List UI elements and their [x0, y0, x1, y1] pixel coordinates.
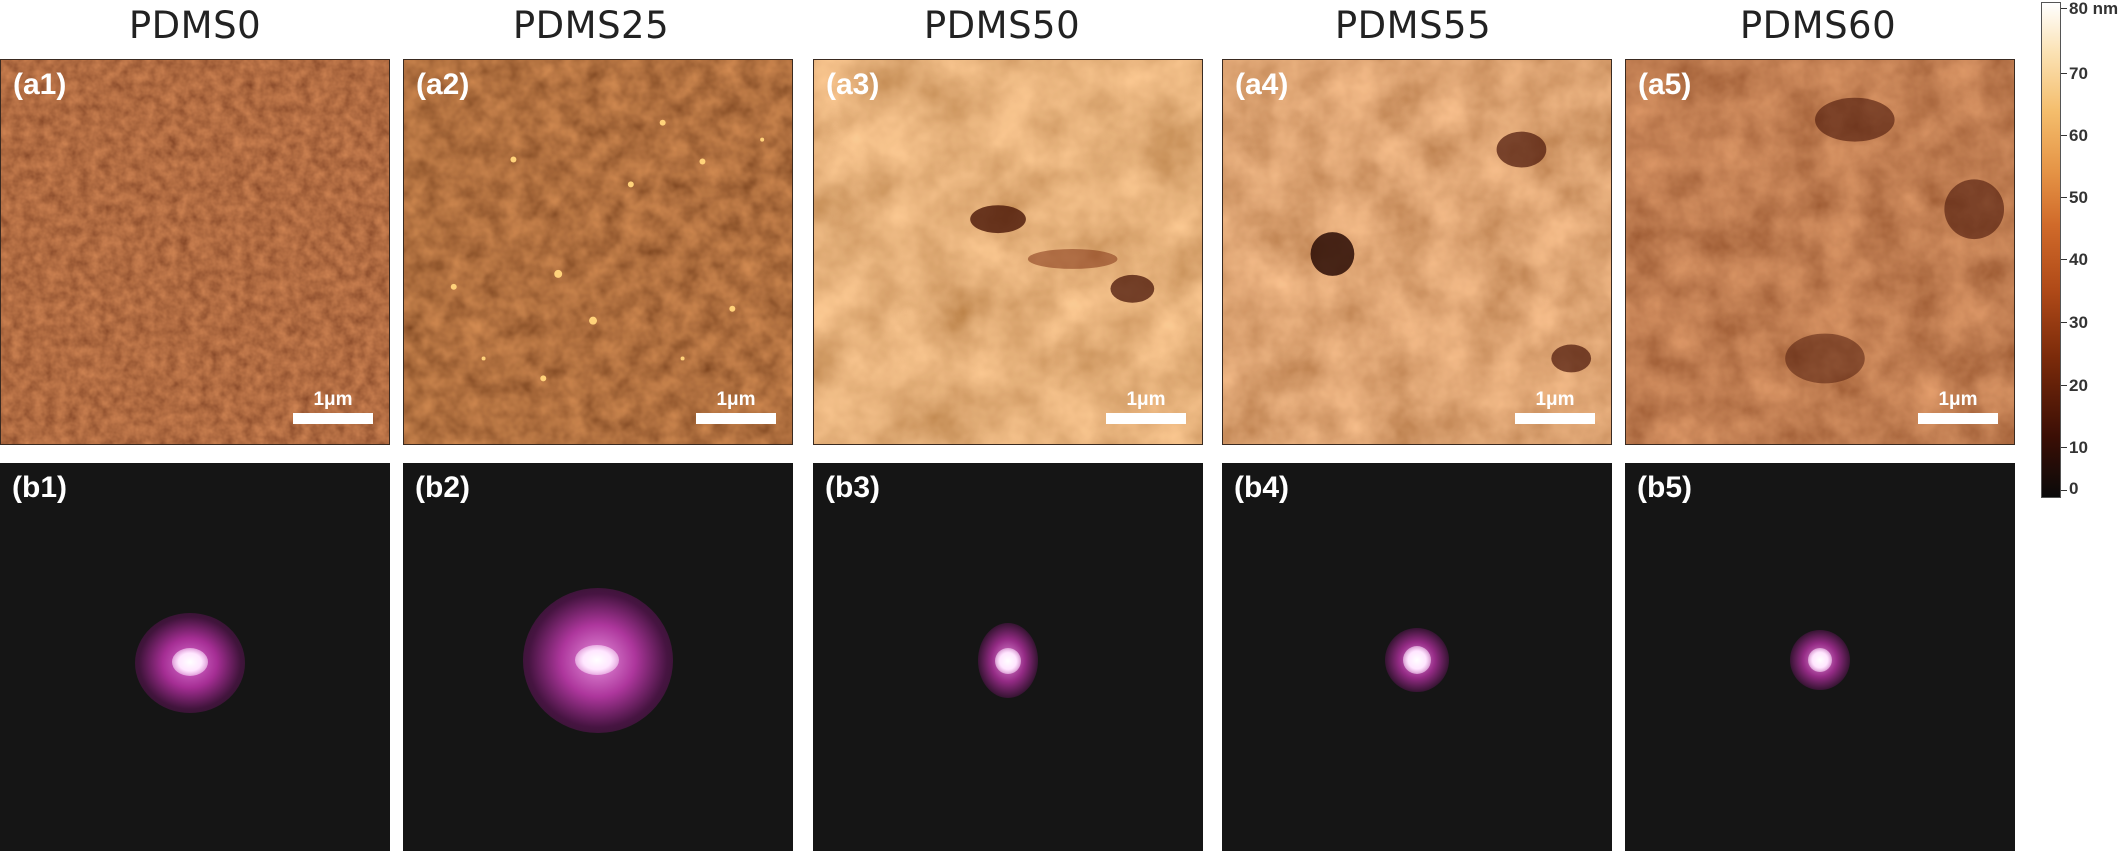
colorbar-tickmark: [2061, 259, 2067, 260]
colorbar-tick-label: 0: [2069, 479, 2079, 498]
scale-bar-line: [1918, 413, 1998, 424]
colorbar-tick-label: 40: [2069, 250, 2088, 269]
scale-bar-label: 1μm: [313, 389, 353, 410]
afm-image-a5: (a5) 1μm: [1625, 59, 2015, 445]
scale-bar: 1μm: [1515, 389, 1595, 424]
panel-label: (a4): [1235, 68, 1289, 101]
panel-label: (a1): [13, 68, 67, 101]
panel-label: (a2): [416, 68, 470, 101]
panel-label: (b4): [1234, 471, 1289, 504]
fft-spectrum-core: [575, 645, 619, 675]
scale-bar: 1μm: [696, 389, 776, 424]
colorbar-tick-label: 10: [2069, 438, 2088, 457]
colorbar-tickmark: [2061, 447, 2067, 448]
scale-bar-label: 1μm: [1535, 389, 1575, 410]
afm-texture: [1, 60, 389, 444]
scale-bar-line: [696, 413, 776, 424]
afm-texture: [404, 60, 792, 444]
bright-particles: [450, 119, 765, 382]
scale-bar: 1μm: [1106, 389, 1186, 424]
scale-bar-label: 1μm: [1126, 389, 1166, 410]
panel-label: (b5): [1637, 471, 1692, 504]
fft-image-b5: (b5): [1625, 463, 2015, 851]
afm-image-a2: (a2) 1μm: [403, 59, 793, 445]
column-title-pdms50: PDMS50: [923, 4, 1081, 47]
colorbar-tickmark: [2061, 490, 2067, 491]
colorbar-tick-label: 30: [2069, 313, 2088, 332]
column-title-pdms0: PDMS0: [128, 4, 262, 47]
scale-bar-line: [1515, 413, 1595, 424]
colorbar-tick-label: 50: [2069, 188, 2088, 207]
afm-texture: [1626, 60, 2014, 444]
fft-spectrum-core: [995, 648, 1021, 674]
column-title-pdms60: PDMS60: [1739, 4, 1897, 47]
scale-bar-label: 1μm: [716, 389, 756, 410]
scale-bar-line: [1106, 413, 1186, 424]
afm-image-a3: (a3) 1μm: [813, 59, 1203, 445]
colorbar-tick-label: 60: [2069, 126, 2088, 145]
afm-image-a4: (a4) 1μm: [1222, 59, 1612, 445]
column-title-pdms25: PDMS25: [512, 4, 670, 47]
colorbar-tick-label: 80 nm: [2069, 0, 2119, 18]
scale-bar: 1μm: [1918, 389, 1998, 424]
fft-image-b3: (b3): [813, 463, 1203, 851]
height-colorbar: [2041, 2, 2061, 498]
scale-bar-label: 1μm: [1938, 389, 1978, 410]
fft-spectrum-core: [1403, 646, 1431, 674]
panel-label: (b1): [12, 471, 67, 504]
afm-texture: [814, 60, 1202, 444]
scale-bar-line: [293, 413, 373, 424]
colorbar-tick-label: 20: [2069, 376, 2088, 395]
colorbar-tickmark: [2061, 73, 2067, 74]
fft-spectrum-core: [1808, 648, 1832, 672]
scale-bar: 1μm: [293, 389, 373, 424]
colorbar-tickmark: [2061, 8, 2067, 9]
afm-image-a1: (a1) 1μm: [0, 59, 390, 445]
panel-label: (a5): [1638, 68, 1692, 101]
column-title-pdms55: PDMS55: [1334, 4, 1492, 47]
colorbar-tickmark: [2061, 322, 2067, 323]
fft-image-b2: (b2): [403, 463, 793, 851]
panel-label: (a3): [826, 68, 880, 101]
colorbar-tickmark: [2061, 385, 2067, 386]
panel-label: (b3): [825, 471, 880, 504]
fft-image-b1: (b1): [0, 463, 390, 851]
colorbar-tickmark: [2061, 197, 2067, 198]
colorbar-tickmark: [2061, 135, 2067, 136]
colorbar-tick-label: 70: [2069, 64, 2088, 83]
afm-texture: [1223, 60, 1611, 444]
fft-image-b4: (b4): [1222, 463, 1612, 851]
fft-spectrum-core: [172, 648, 208, 676]
panel-label: (b2): [415, 471, 470, 504]
